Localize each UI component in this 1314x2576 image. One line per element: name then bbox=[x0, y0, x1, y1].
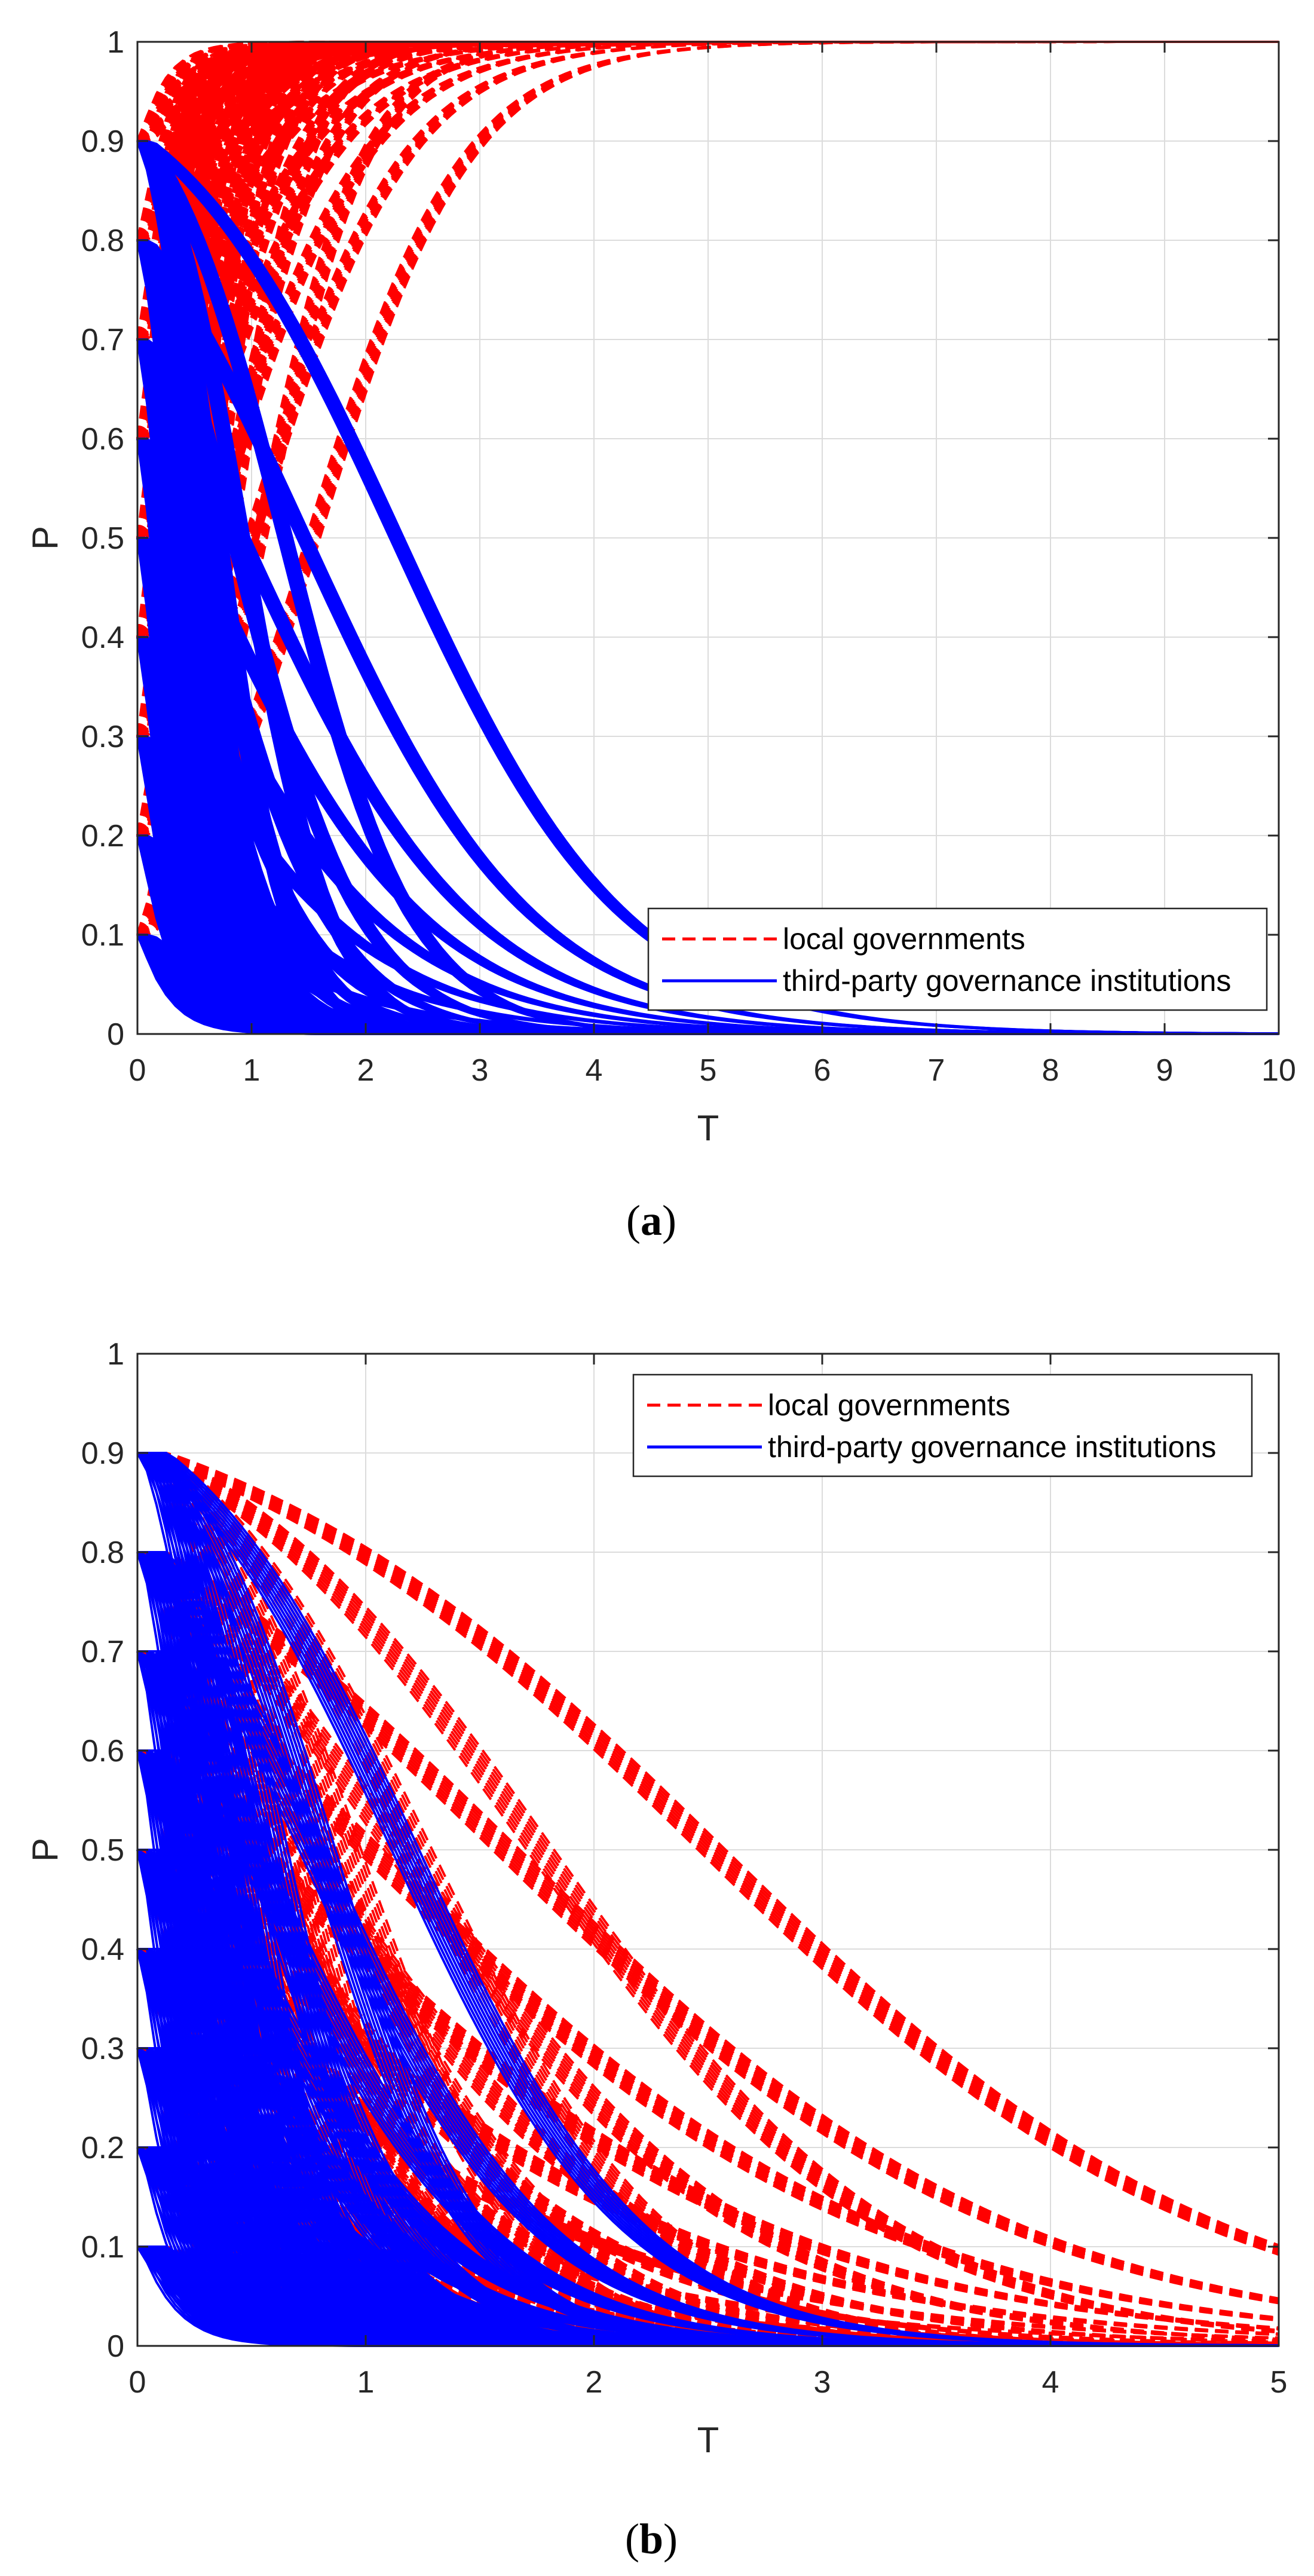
chart-a-y-tick-label: 0.9 bbox=[81, 124, 124, 159]
chart-b-series-third-party-line bbox=[137, 1452, 1279, 2347]
chart-b-series-local-governments-line bbox=[137, 1452, 1279, 2255]
chart-b-x-tick-label: 0 bbox=[129, 2365, 146, 2400]
chart-a-y-tick-label: 0 bbox=[107, 1017, 124, 1052]
chart-b-series-local-governments-line bbox=[137, 1452, 1279, 2346]
chart-b-x-tick-label: 2 bbox=[586, 2365, 603, 2400]
chart-a-x-axis-label: T bbox=[697, 1108, 719, 1148]
chart-b-x-tick-label: 4 bbox=[1042, 2365, 1059, 2400]
chart-a-grid bbox=[137, 42, 1279, 1034]
chart-a-x-tick-label: 8 bbox=[1042, 1053, 1059, 1088]
chart-b-series-local-governments-line bbox=[137, 1749, 1279, 2330]
chart-a-series-local-governments-line bbox=[137, 41, 1279, 638]
caption-a: (a) bbox=[626, 1197, 676, 1244]
chart-a-series-local-governments-line bbox=[137, 41, 1279, 638]
chart-b-series-local-governments-line bbox=[137, 1551, 1279, 2341]
chart-b-series-local-governments-line bbox=[137, 1452, 1279, 2250]
chart-b-series-local-governments-line bbox=[137, 1650, 1279, 2344]
chart-a-series-local-governments-line bbox=[136, 41, 1279, 837]
chart-a-x-tick-label: 7 bbox=[928, 1053, 945, 1088]
chart-b-x-tick-label: 3 bbox=[814, 2365, 831, 2400]
chart-a-y-tick-label: 0.5 bbox=[81, 521, 124, 556]
chart-b-series-local-governments-line bbox=[137, 1452, 1279, 2247]
chart-a-x-tick-label: 1 bbox=[243, 1053, 261, 1088]
chart-b: 0 1 2 3 4 500.10.20.30.40.50.60.70.80.91 T P … bbox=[25, 1337, 1287, 2460]
chart-b-legend: local governments third-party governance… bbox=[632, 1373, 1253, 1477]
chart-a-y-tick-label: 0.1 bbox=[81, 918, 124, 953]
chart-b-y-tick-label: 0.5 bbox=[81, 1833, 124, 1868]
chart-b-series-local-governments-line bbox=[137, 1452, 1279, 2347]
chart-a-series-local-governments-line bbox=[136, 41, 1279, 837]
chart-b-series-local-governments-line bbox=[137, 1551, 1279, 2341]
chart-b-series-local-governments-line bbox=[136, 1551, 1279, 2341]
chart-a-y-axis-label: P bbox=[25, 526, 65, 550]
chart-b-x-tick-label: 1 bbox=[357, 2365, 375, 2400]
chart-b-y-tick-label: 0.4 bbox=[81, 1932, 124, 1967]
chart-b-series-local-governments-line bbox=[137, 1452, 1279, 2332]
chart-b-series-local-governments-line bbox=[137, 1452, 1279, 2256]
chart-b-series-local-governments-line bbox=[137, 1452, 1279, 2248]
chart-a-x-tick-label: 2 bbox=[357, 1053, 375, 1088]
chart-b-series-local-governments-line bbox=[137, 1452, 1279, 2254]
chart-b-legend-label-thirdparty: third-party governance institutions bbox=[768, 1430, 1216, 1464]
chart-a-series-local-governments-line bbox=[137, 41, 1279, 837]
chart-b-y-tick-label: 0.9 bbox=[81, 1436, 124, 1471]
chart-a-x-tick-label: 6 bbox=[814, 1053, 831, 1088]
chart-a-y-tick-label: 1 bbox=[107, 25, 124, 60]
chart-a-ticks: 0 1 2 3 4 5 6 7 8 9 10 0 0.1 0.2 0.3 0.4 0.5 0.6 0.7 0.8 0.9… bbox=[81, 25, 1296, 1088]
chart-a-legend: local governments third-party governance… bbox=[647, 907, 1268, 1011]
chart-b-series-local-governments-line bbox=[137, 1452, 1279, 2347]
chart-a-y-tick-label: 0.2 bbox=[81, 819, 124, 853]
caption-b: (b) bbox=[625, 2515, 678, 2563]
chart-a-y-tick-label: 0.8 bbox=[81, 224, 124, 258]
chart-b-y-tick-label: 0.8 bbox=[81, 1535, 124, 1570]
chart-b-series-local-governments-line bbox=[137, 1551, 1279, 2341]
chart-a-y-tick-label: 0.4 bbox=[81, 620, 124, 655]
chart-b-series-local-governments-line bbox=[137, 1452, 1279, 2249]
chart-b-series-local-governments-line bbox=[137, 1551, 1279, 2304]
chart-b-y-tick-label: 0.1 bbox=[81, 2230, 124, 2265]
chart-b-series-local-governments-line bbox=[137, 1551, 1279, 2305]
chart-b-series-local-governments-line bbox=[137, 1650, 1279, 2344]
chart-b-y-tick-label: 0.3 bbox=[81, 2032, 124, 2066]
chart-a-y-tick-label: 0.6 bbox=[81, 422, 124, 457]
chart-b-y-tick-label: 0 bbox=[107, 2329, 124, 2364]
chart-b-series-local-governments-line bbox=[137, 1551, 1279, 2341]
chart-b-series-local-governments-line bbox=[137, 1452, 1279, 2251]
chart-a-y-tick-label: 0.7 bbox=[81, 323, 124, 357]
chart-a-series-local-governments-line bbox=[137, 41, 1279, 638]
chart-b-y-axis-label: P bbox=[25, 1838, 65, 1862]
chart-b-series-local-governments-line bbox=[137, 1650, 1279, 2319]
chart-a-x-tick-label: 5 bbox=[700, 1053, 717, 1088]
chart-b-series-local-governments-line bbox=[137, 1452, 1279, 2347]
chart-b-y-tick-label: 0.2 bbox=[81, 2131, 124, 2165]
chart-b-y-tick-label: 0.7 bbox=[81, 1635, 124, 1669]
chart-b-y-tick-label: 1 bbox=[107, 1337, 124, 1372]
chart-a-x-tick-label: 3 bbox=[471, 1053, 489, 1088]
chart-a-legend-box bbox=[647, 907, 1268, 1011]
chart-b-y-tick-label: 0.6 bbox=[81, 1734, 124, 1769]
chart-b-legend-label-local: local governments bbox=[768, 1388, 1010, 1422]
chart-a-x-tick-label: 10 bbox=[1261, 1053, 1296, 1088]
chart-a-y-tick-label: 0.3 bbox=[81, 720, 124, 754]
chart-a: 0 1 2 3 4 5 6 7 8 9 10 0 0.1 0.2 0.3 0.4 0.5 0.6 0.7 0.8 0.9… bbox=[25, 25, 1296, 1148]
chart-a-x-tick-label: 4 bbox=[586, 1053, 603, 1088]
chart-b-series-local-governments-line bbox=[137, 1749, 1279, 2330]
chart-b-series-local-governments-line bbox=[137, 1551, 1279, 2300]
chart-a-x-tick-label: 9 bbox=[1156, 1053, 1174, 1088]
chart-b-legend-box bbox=[632, 1373, 1253, 1477]
chart-a-legend-label-local: local governments bbox=[783, 922, 1025, 956]
chart-b-series-local-governments-line bbox=[137, 1452, 1279, 2253]
chart-a-legend-label-thirdparty: third-party governance institutions bbox=[783, 964, 1231, 998]
chart-a-x-tick-label: 0 bbox=[129, 1053, 146, 1088]
chart-b-x-tick-label: 5 bbox=[1270, 2365, 1288, 2400]
chart-a-series-local-governments-line bbox=[137, 41, 1279, 638]
chart-b-ticks: 0 1 2 3 4 5 0 0.1 0.2 0.3 0.4 0.5 0.6 0.7 0.8 0.9 1 bbox=[81, 1337, 1288, 2400]
chart-b-series-local-governments-line bbox=[137, 1551, 1279, 2341]
chart-b-x-axis-label: T bbox=[697, 2420, 719, 2460]
